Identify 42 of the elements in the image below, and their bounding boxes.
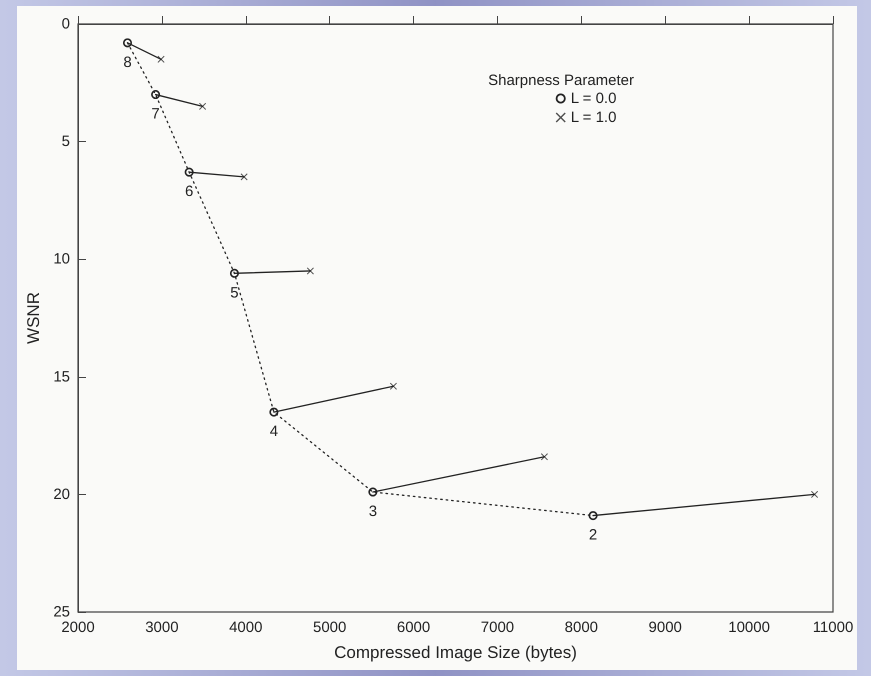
annotation: 2 — [588, 526, 598, 544]
point — [390, 382, 397, 390]
x-tick-label: 3000 — [145, 619, 179, 636]
point — [230, 268, 239, 278]
x-tick-label: 9000 — [648, 619, 682, 636]
point — [588, 511, 598, 520]
annotation: 8 — [123, 54, 132, 71]
legend-title: Sharpness Parameter — [488, 72, 634, 89]
annotation: 4 — [270, 423, 278, 440]
point — [184, 168, 194, 177]
point — [151, 90, 160, 100]
y-tick-label: 10 — [53, 250, 70, 268]
annotation: 7 — [151, 106, 160, 123]
y-tick-label: 5 — [62, 133, 70, 150]
annotation: 3 — [368, 503, 378, 520]
x-tick-label: 10000 — [728, 619, 770, 636]
x-tick-label: 7000 — [480, 619, 514, 636]
point — [240, 173, 248, 180]
y-axis-title: WSNR — [24, 292, 43, 344]
x-axis-title: Compressed Image Size (bytes) — [334, 643, 577, 662]
point — [269, 408, 278, 417]
annotation: 6 — [184, 183, 194, 200]
point — [158, 56, 165, 63]
y-tick-label: 15 — [53, 368, 70, 386]
legend-label: L = 0.0 — [570, 90, 616, 107]
y-tick-label: 25 — [53, 604, 70, 620]
x-tick-label: 2000 — [61, 619, 95, 636]
point — [199, 102, 206, 110]
point — [306, 267, 314, 274]
legend-label: L = 1.0 — [570, 109, 616, 126]
annotation: 5 — [230, 284, 239, 302]
x-tick-label: 11000 — [812, 619, 854, 636]
point — [122, 38, 132, 48]
point — [540, 453, 548, 460]
point — [811, 490, 818, 498]
point — [368, 488, 378, 497]
x-tick-label: 5000 — [312, 619, 346, 636]
y-tick-label: 0 — [62, 16, 70, 32]
x-tick-label: 6000 — [396, 619, 430, 636]
x-tick-label: 8000 — [564, 619, 598, 636]
x-tick-label: 4000 — [229, 619, 262, 636]
y-tick-label: 20 — [53, 486, 70, 503]
